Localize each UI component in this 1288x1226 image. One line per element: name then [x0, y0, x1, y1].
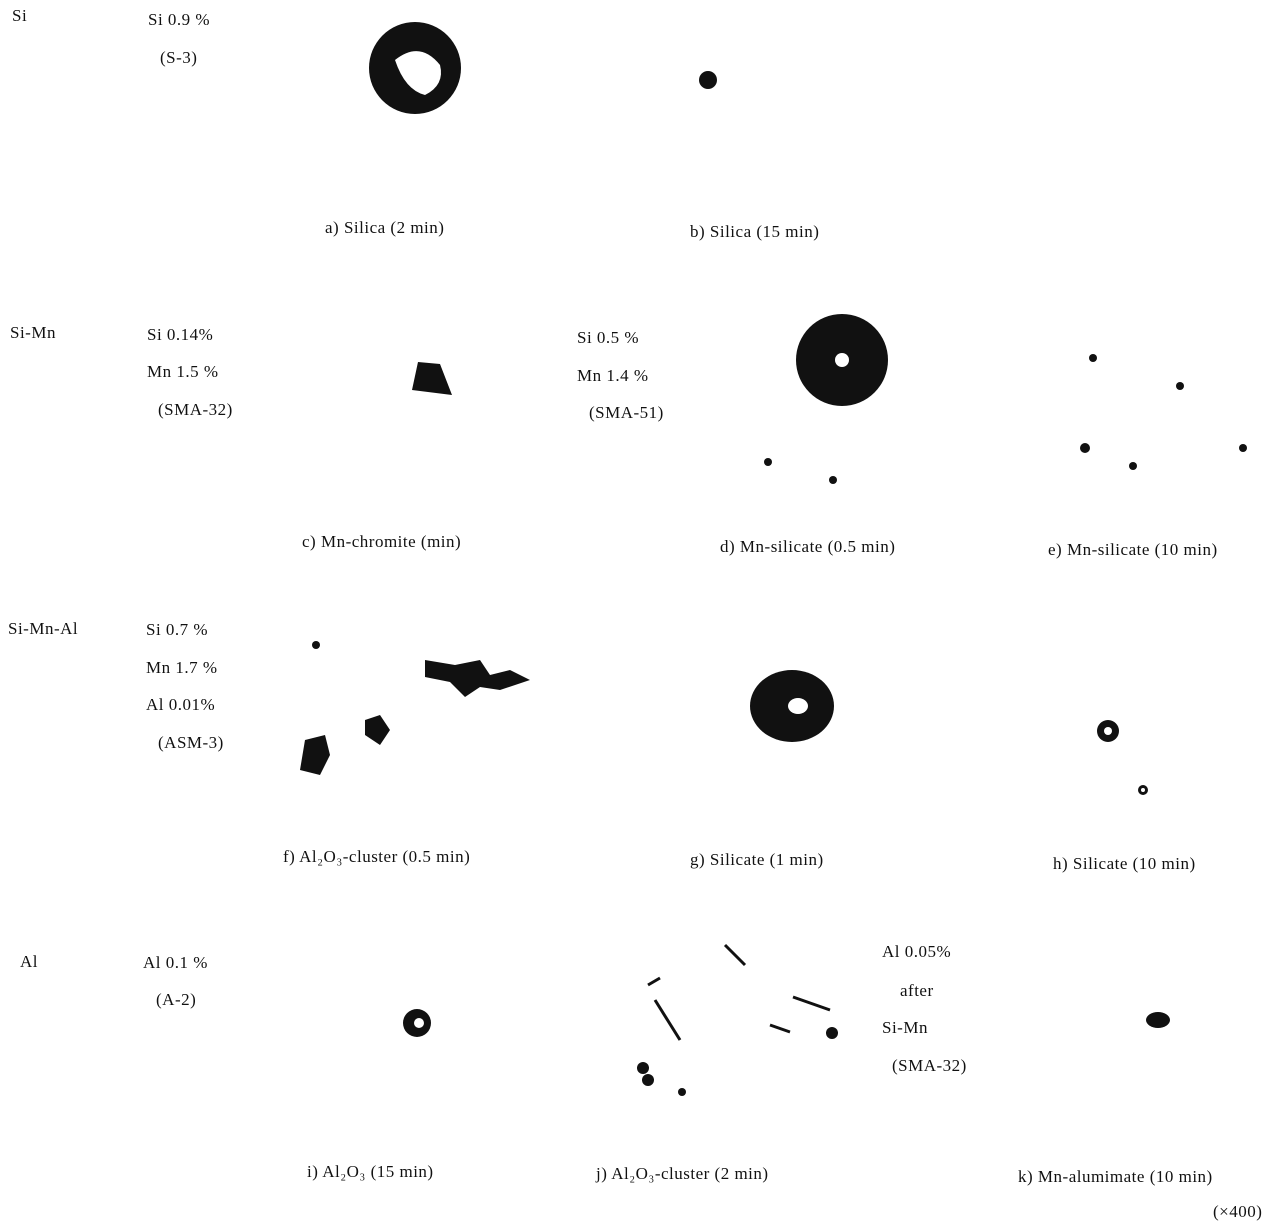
row-label: Si-Mn	[10, 323, 56, 343]
caption: e) Mn-silicate (10 min)	[1048, 540, 1218, 560]
row-label: Si-Mn-Al	[8, 619, 78, 639]
composition: Al 0.01%	[146, 695, 215, 715]
caption: f) Al₂O₃-cluster (0.5 min)	[283, 847, 470, 867]
composition: Si 0.9 %	[148, 10, 210, 30]
composition: (SMA-32)	[158, 400, 233, 420]
composition: Al 0.1 %	[143, 953, 208, 973]
caption: b) Silica (15 min)	[690, 222, 819, 242]
composition: Si 0.5 %	[577, 328, 639, 348]
composition: (A-2)	[156, 990, 196, 1010]
caption: g) Silicate (1 min)	[690, 850, 824, 870]
inclusion	[300, 715, 390, 775]
caption: a) Silica (2 min)	[325, 218, 444, 238]
composition: Al 0.05%	[882, 942, 951, 962]
inclusion	[699, 71, 717, 89]
composition: (SMA-32)	[892, 1056, 967, 1076]
composition: Si 0.14%	[147, 325, 213, 345]
figure: Si Si 0.9 % (S-3) Si-Mn Si 0.14% Mn 1.5 …	[0, 0, 1288, 1226]
composition: Si 0.7 %	[146, 620, 208, 640]
caption: j) Al₂O₃-cluster (2 min)	[596, 1164, 769, 1184]
caption: c) Mn-chromite (min)	[302, 532, 461, 552]
composition: Mn 1.7 %	[146, 658, 218, 678]
row-label: Al	[20, 952, 38, 972]
inclusion-highlight	[835, 353, 849, 367]
composition: Si-Mn	[882, 1018, 928, 1038]
inclusion	[412, 362, 452, 395]
composition: (SMA-51)	[589, 403, 664, 423]
caption: i) Al₂O₃ (15 min)	[307, 1162, 434, 1182]
row-label: Si	[12, 6, 27, 26]
composition: after	[900, 981, 934, 1001]
caption: k) Mn-alumimate (10 min)	[1018, 1167, 1213, 1187]
caption: d) Mn-silicate (0.5 min)	[720, 537, 895, 557]
inclusion	[425, 660, 530, 697]
caption: h) Silicate (10 min)	[1053, 854, 1196, 874]
composition: Mn 1.4 %	[577, 366, 649, 386]
micrographs	[0, 0, 1288, 1226]
composition: Mn 1.5 %	[147, 362, 219, 382]
composition: (ASM-3)	[158, 733, 224, 753]
magnification: (×400)	[1213, 1202, 1262, 1222]
composition: (S-3)	[160, 48, 197, 68]
